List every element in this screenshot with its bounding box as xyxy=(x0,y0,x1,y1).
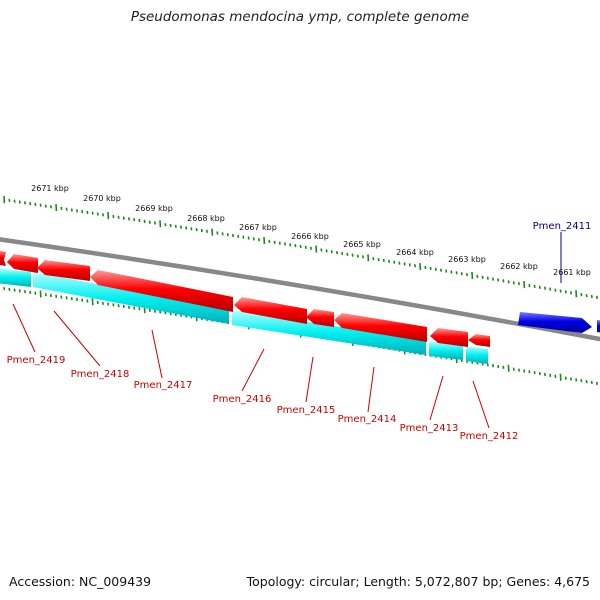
gene-arrow-pmen-2416 xyxy=(234,297,307,324)
outer-scale-ticks xyxy=(3,196,598,300)
scale-label: 2663 kbp xyxy=(448,255,486,264)
cds-feature xyxy=(429,341,463,360)
scale-label: 2668 kbp xyxy=(187,214,225,223)
scale-label: 2662 kbp xyxy=(500,262,538,271)
leader-pmen-2412 xyxy=(472,380,490,429)
leader-pmen-2418 xyxy=(53,310,101,367)
cds-feature xyxy=(0,268,31,287)
scale-label: 2661 kbp xyxy=(553,268,591,277)
gene-arrow-pmen-2414 xyxy=(334,313,427,342)
gene-label-pmen-2416: Pmen_2416 xyxy=(213,394,272,405)
gene-labels: Pmen_2411 Pmen_2412 Pmen_2413 Pmen_2414 … xyxy=(7,221,592,442)
genome-summary: Topology: circular; Length: 5,072,807 bp… xyxy=(246,574,590,589)
gene-label-pmen-2413: Pmen_2413 xyxy=(400,423,459,434)
leader-pmen-2415 xyxy=(305,356,314,403)
cds-feature xyxy=(466,346,488,364)
cds-feature xyxy=(33,272,229,324)
gene-label-pmen-2414: Pmen_2414 xyxy=(338,414,397,425)
gene-label-pmen-2415: Pmen_2415 xyxy=(277,405,336,416)
scale-label: 2667 kbp xyxy=(239,223,277,232)
cds-feature xyxy=(232,310,426,355)
scale-label: 2666 kbp xyxy=(291,232,329,241)
leader-pmen-2419 xyxy=(12,303,36,353)
gene-label-pmen-2417: Pmen_2417 xyxy=(134,380,193,391)
leader-pmen-2413 xyxy=(429,375,444,421)
scale-label: 2664 kbp xyxy=(396,248,434,257)
gene-label-pmen-2412: Pmen_2412 xyxy=(460,431,519,442)
gene-arrow-pmen-2415 xyxy=(306,309,334,327)
gene-label-pmen-2411: Pmen_2411 xyxy=(533,221,592,232)
scale-label: 2670 kbp xyxy=(83,194,121,203)
gene-arrow-pmen-2412 xyxy=(468,334,490,347)
gene-arrow-pmen-2420 xyxy=(0,250,6,266)
reverse-gene-track xyxy=(0,250,490,347)
leader-pmen-2417 xyxy=(151,329,163,379)
cds-track xyxy=(0,268,488,364)
forward-gene-track xyxy=(518,312,600,333)
scale-label: 2669 kbp xyxy=(135,204,173,213)
gene-leader-lines xyxy=(12,232,562,429)
gene-arrow-pmen-2413 xyxy=(430,328,468,347)
gene-arrow-pmen-2418 xyxy=(37,260,90,281)
leader-pmen-2414 xyxy=(367,366,375,413)
gene-arrow-pmen-2410 xyxy=(597,320,600,333)
scale-label: 2665 kbp xyxy=(343,240,381,249)
gene-arrow-pmen-2411 xyxy=(518,312,592,333)
map-title: Pseudomonas mendocina ymp, complete geno… xyxy=(130,9,470,25)
gene-arrow-pmen-2417 xyxy=(90,270,233,312)
gene-label-pmen-2418: Pmen_2418 xyxy=(71,369,130,380)
gene-arrow-pmen-2419 xyxy=(7,254,38,273)
scale-labels: 2671 kbp 2670 kbp 2669 kbp 2668 kbp 2667… xyxy=(31,184,591,277)
gene-label-pmen-2419: Pmen_2419 xyxy=(7,355,66,366)
scale-label: 2671 kbp xyxy=(31,184,69,193)
leader-pmen-2416 xyxy=(241,348,265,392)
accession-label: Accession: NC_009439 xyxy=(9,574,152,589)
